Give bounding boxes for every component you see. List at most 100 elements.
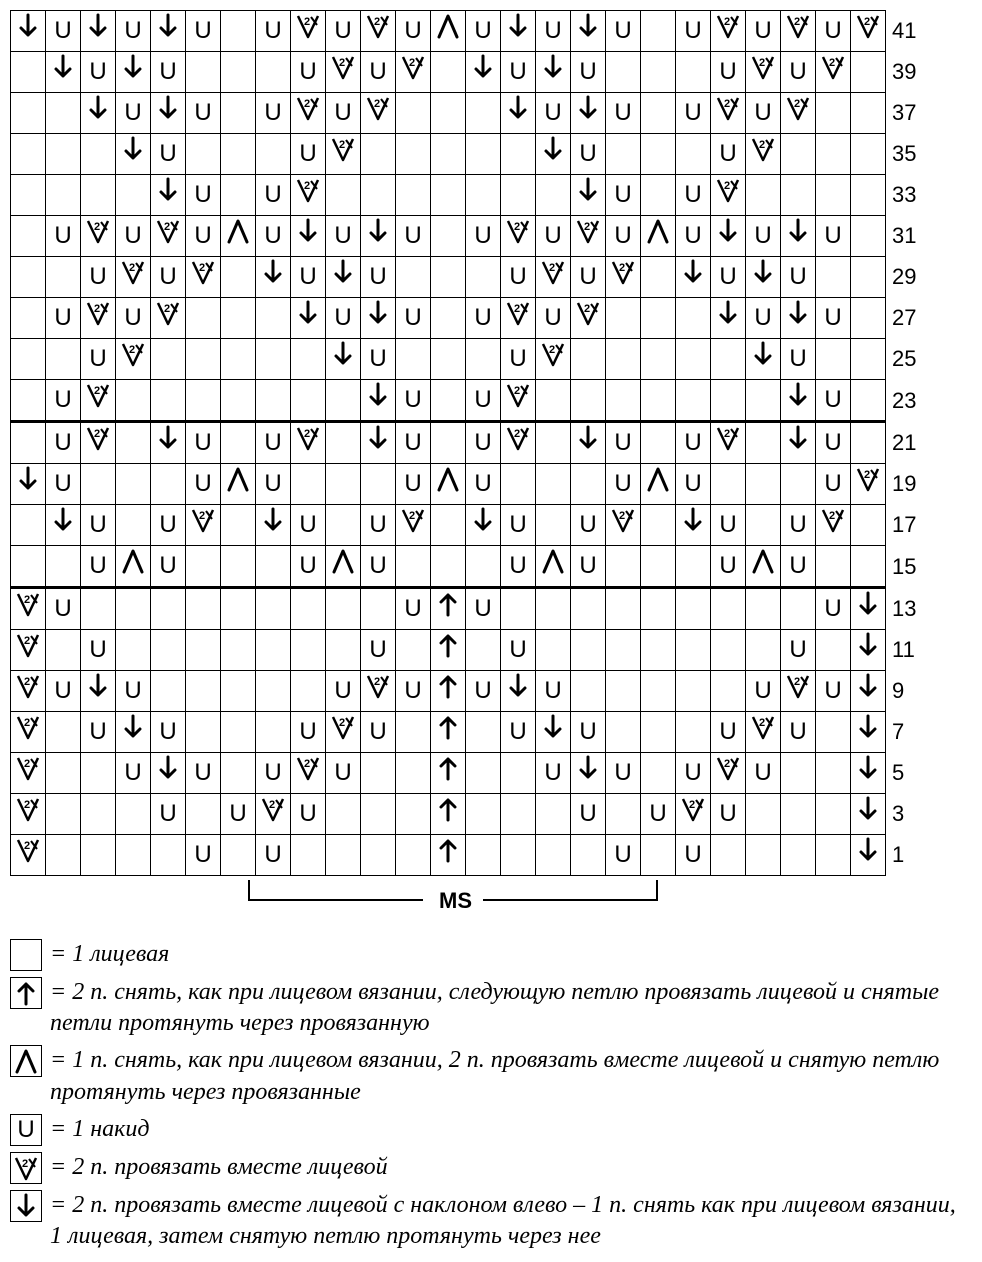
chart-cell (641, 339, 676, 380)
chart-cell: U (186, 175, 221, 216)
chart-cell: U (711, 794, 746, 835)
row-number: 41 (886, 11, 934, 52)
chart-cell (851, 380, 886, 422)
chart-cell: U (536, 216, 571, 257)
chart-cell (746, 835, 781, 876)
chart-cell (536, 464, 571, 505)
svg-text:2: 2 (304, 98, 310, 110)
chart-cell: U (151, 257, 186, 298)
chart-cell: U (501, 52, 536, 93)
chart-cell: 2 (851, 464, 886, 505)
row-number: 11 (886, 630, 934, 671)
chart-cell: U (361, 257, 396, 298)
chart-cell (221, 216, 256, 257)
chart-cell: U (291, 546, 326, 588)
chart-cell: U (396, 422, 431, 464)
svg-text:2: 2 (374, 676, 380, 688)
chart-cell: 2 (361, 11, 396, 52)
row-number: 15 (886, 546, 934, 588)
chart-cell (816, 339, 851, 380)
chart-cell: U (466, 422, 501, 464)
chart-cell (851, 52, 886, 93)
svg-text:2: 2 (24, 676, 30, 688)
chart-cell (851, 339, 886, 380)
chart-cell (431, 93, 466, 134)
svg-text:2: 2 (549, 344, 555, 356)
chart-cell (396, 134, 431, 175)
chart-cell (151, 753, 186, 794)
chart-cell (151, 93, 186, 134)
chart-cell: U (291, 505, 326, 546)
chart-cell: 2 (781, 671, 816, 712)
chart-cell (151, 588, 186, 630)
chart-cell: U (151, 712, 186, 753)
chart-cell (431, 257, 466, 298)
chart-cell: U (361, 339, 396, 380)
ms-label: MS (433, 888, 478, 914)
chart-cell: U (746, 753, 781, 794)
chart-cell: U (116, 753, 151, 794)
legend-text: = 1 лицевая (46, 939, 972, 970)
chart-cell: U (571, 546, 606, 588)
chart-cell (711, 835, 746, 876)
chart-cell (431, 630, 466, 671)
chart-cell: 2 (11, 794, 46, 835)
chart-cell: U (606, 175, 641, 216)
chart-cell (641, 11, 676, 52)
chart-cell: U (151, 794, 186, 835)
chart-cell (81, 464, 116, 505)
chart-cell: U (781, 52, 816, 93)
chart-cell (851, 630, 886, 671)
chart-cell: 2 (711, 175, 746, 216)
chart-cell (536, 712, 571, 753)
chart-cell: U (466, 216, 501, 257)
chart-cell (291, 630, 326, 671)
chart-cell (81, 134, 116, 175)
chart-cell: 2 (186, 257, 221, 298)
chart-cell (361, 134, 396, 175)
chart-cell (11, 339, 46, 380)
chart-cell (781, 753, 816, 794)
chart-cell (711, 339, 746, 380)
chart-cell (11, 52, 46, 93)
legend-symbol (10, 1045, 42, 1077)
chart-cell: U (606, 216, 641, 257)
chart-cell (816, 257, 851, 298)
legend-row: = 2 п. провязать вместе лицевой с наклон… (10, 1190, 972, 1252)
chart-cell: 2 (291, 422, 326, 464)
chart-cell (676, 339, 711, 380)
chart-cell (676, 257, 711, 298)
chart-cell (571, 380, 606, 422)
legend-symbol: U (10, 1114, 42, 1146)
chart-cell: U (81, 339, 116, 380)
chart-cell: 2 (11, 588, 46, 630)
chart-cell: U (361, 52, 396, 93)
svg-text:2: 2 (24, 758, 30, 770)
chart-cell (606, 134, 641, 175)
chart-cell (676, 671, 711, 712)
chart-cell (501, 794, 536, 835)
chart-cell: U (291, 712, 326, 753)
chart-cell (641, 753, 676, 794)
chart-cell: 2 (501, 380, 536, 422)
chart-cell: 2 (361, 93, 396, 134)
chart-cell (11, 298, 46, 339)
legend-symbol (10, 1190, 42, 1222)
chart-cell (676, 505, 711, 546)
row-number: 35 (886, 134, 934, 175)
chart-cell (641, 380, 676, 422)
chart-cell (46, 794, 81, 835)
chart-cell (571, 630, 606, 671)
chart-cell: 2 (501, 298, 536, 339)
chart-cell (396, 630, 431, 671)
chart-cell: U (606, 93, 641, 134)
chart-cell: U (361, 546, 396, 588)
chart-cell (291, 380, 326, 422)
chart-cell (81, 588, 116, 630)
svg-text:2: 2 (829, 510, 835, 522)
chart-cell: U (466, 298, 501, 339)
legend-row: = 1 лицевая (10, 939, 972, 971)
chart-cell: U (781, 339, 816, 380)
chart-cell: U (746, 11, 781, 52)
chart-cell (221, 464, 256, 505)
